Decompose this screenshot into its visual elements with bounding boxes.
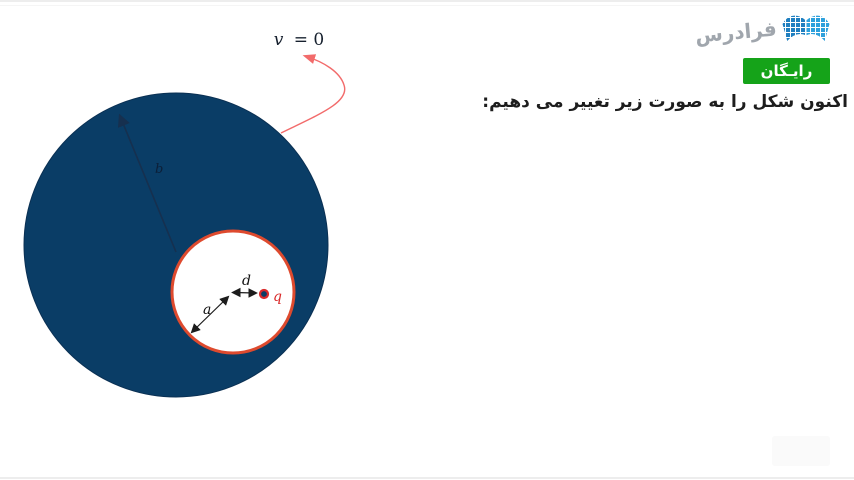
potential-label: v = 0 — [274, 30, 324, 50]
open-book-icon — [780, 12, 832, 52]
point-charge-label: q — [273, 289, 282, 305]
point-charge-dot — [258, 288, 270, 300]
charge-offset-label: d — [242, 273, 251, 289]
brand-logo[interactable]: فرادرس — [694, 12, 832, 52]
outer-radius-line — [117, 113, 177, 253]
slide-heading: اکنون شکل را به صورت زیر تغییر می دهیم: — [482, 92, 848, 112]
cavity-radius-arrowcap-inner — [219, 295, 230, 306]
cavity-radius-arrowcap-outer — [190, 323, 201, 334]
cavity-radius-label: a — [203, 302, 211, 318]
free-badge[interactable]: رایـگان — [743, 58, 830, 84]
top-border-line — [0, 0, 854, 2]
potential-pointer-arrow — [280, 54, 346, 134]
conductor-sphere — [23, 92, 329, 398]
bottom-border-line — [0, 477, 854, 479]
brand-logo-text: فرادرس — [694, 16, 778, 48]
top-border-line-faint — [0, 5, 854, 6]
watermark-block — [772, 436, 830, 466]
outer-radius-label: b — [155, 162, 163, 177]
